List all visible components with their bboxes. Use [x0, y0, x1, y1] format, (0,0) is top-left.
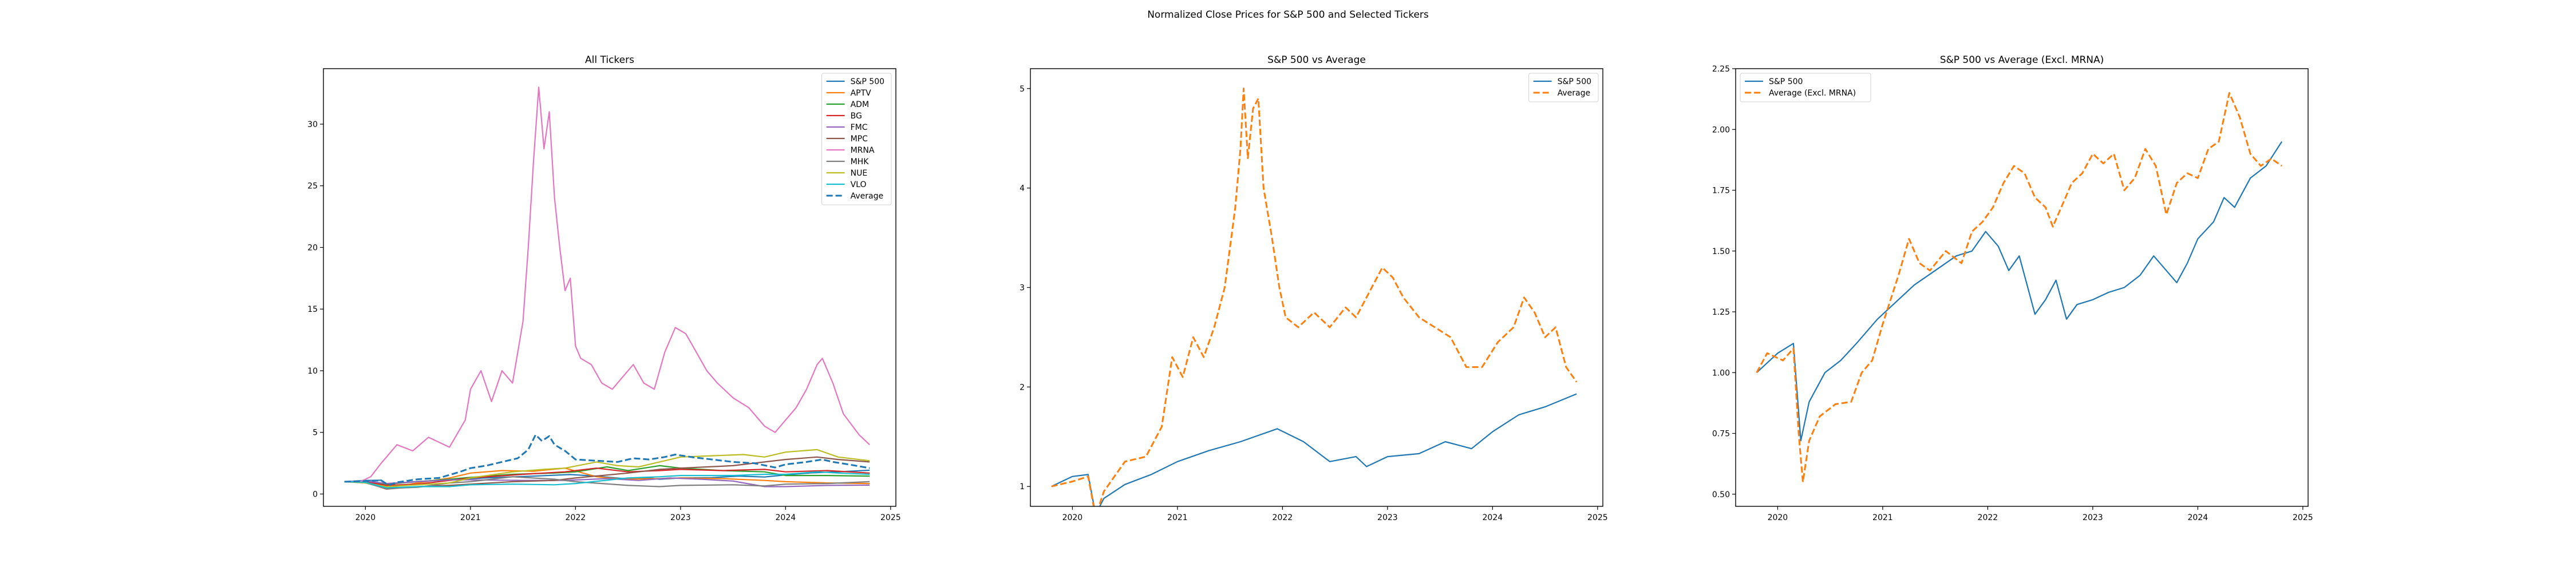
y-tick-label: 30	[307, 120, 318, 129]
y-tick-label: 4	[1020, 184, 1025, 193]
x-tick-label: 2024	[776, 513, 796, 522]
legend-box	[1528, 73, 1599, 102]
series-line-average	[344, 434, 870, 486]
figure-suptitle: Normalized Close Prices for S&P 500 and …	[1147, 9, 1429, 21]
legend-label: VLO	[851, 180, 867, 189]
y-tick-label: 1.00	[1712, 368, 1730, 378]
y-tick-label: 1.25	[1712, 308, 1730, 317]
legend-label: ADM	[851, 100, 869, 109]
x-tick-label: 2025	[2293, 513, 2313, 522]
x-tick-label: 2024	[1483, 513, 1503, 522]
x-tick-label: 2022	[1978, 513, 1998, 522]
series-line-average-excl-mrna-	[1756, 92, 2282, 483]
axes-frame	[323, 68, 896, 507]
legend-label: Average	[851, 192, 884, 201]
y-tick-label: 25	[307, 182, 318, 191]
legend: S&P 500 APTV ADM BG FMC MPC MRNA MHK NUE VLO Avera…	[821, 73, 892, 205]
y-tick-label: 0.75	[1712, 430, 1730, 439]
chart-series-group	[344, 86, 870, 490]
y-tick-label: 10	[307, 367, 318, 376]
y-tick-label: 1	[1020, 482, 1025, 491]
series-line-mrna	[344, 86, 870, 482]
chart-series-group	[1756, 92, 2283, 483]
legend-label: APTV	[851, 89, 872, 98]
legend-label: MHK	[851, 157, 870, 166]
legend-label: S&P 500	[851, 77, 884, 86]
series-line-average	[1051, 88, 1578, 506]
legend: S&P 500 Average	[1528, 73, 1599, 102]
legend-box	[821, 73, 892, 205]
series-line-nue	[344, 449, 870, 487]
x-tick-label: 2023	[1377, 513, 1398, 522]
y-tick-label: 2	[1020, 383, 1025, 392]
y-tick-label: 1.50	[1712, 247, 1730, 256]
y-tick-label: 20	[307, 243, 318, 252]
legend-label: NUE	[851, 169, 868, 178]
x-tick-label: 2023	[670, 513, 691, 522]
legend-label: MPC	[851, 134, 868, 144]
x-tick-label: 2025	[1587, 513, 1608, 522]
legend-box	[1740, 73, 1871, 102]
y-tick-label: 1.75	[1712, 187, 1730, 196]
legend-label: MRNA	[851, 146, 875, 155]
x-tick-label: 2025	[880, 513, 901, 522]
x-tick-label: 2020	[1062, 513, 1083, 522]
y-tick-label: 0.50	[1712, 490, 1730, 499]
series-line-s-p-500	[1051, 393, 1577, 506]
axes-frame	[1030, 68, 1603, 507]
legend-label: S&P 500	[1769, 77, 1803, 86]
y-tick-label: 15	[307, 305, 318, 314]
chart-title: All Tickers	[585, 54, 634, 66]
x-tick-label: 2022	[566, 513, 586, 522]
legend-label: S&P 500	[1558, 77, 1591, 86]
legend-label: Average (Excl. MRNA)	[1769, 89, 1856, 98]
chart-title: S&P 500 vs Average	[1267, 54, 1366, 66]
series-line-vlo	[344, 471, 870, 489]
series-line-fmc	[344, 477, 870, 487]
legend-label: BG	[851, 112, 862, 121]
x-tick-label: 2021	[460, 513, 481, 522]
chart-panel-3: S&P 500 vs Average (Excl. MRNA) 2020 2021 2…	[1712, 54, 2313, 522]
chart-series-group	[1051, 88, 1578, 506]
chart-panel-2: S&P 500 vs Average 2020 2021 2022 2023 2024 20…	[1020, 54, 1608, 522]
y-tick-label: 5	[1020, 85, 1025, 94]
legend-label: Average	[1558, 89, 1591, 98]
legend-label: FMC	[851, 123, 868, 132]
series-line-bg	[344, 467, 870, 486]
chart-title: S&P 500 vs Average (Excl. MRNA)	[1940, 54, 2104, 66]
x-tick-label: 2020	[1768, 513, 1788, 522]
y-tick-label: 0	[313, 490, 318, 499]
axes-frame	[1735, 68, 2309, 507]
x-tick-label: 2024	[2188, 513, 2208, 522]
y-tick-label: 5	[313, 429, 318, 438]
y-tick-label: 3	[1020, 284, 1025, 293]
x-tick-label: 2022	[1273, 513, 1293, 522]
x-tick-label: 2021	[1167, 513, 1188, 522]
y-tick-label: 2.00	[1712, 125, 1730, 134]
y-tick-label: 2.25	[1712, 65, 1730, 74]
x-tick-label: 2021	[1872, 513, 1893, 522]
x-tick-label: 2020	[355, 513, 376, 522]
legend: S&P 500 Average (Excl. MRNA)	[1740, 73, 1871, 102]
series-line-s-p-500	[1756, 141, 2283, 442]
x-tick-label: 2023	[2083, 513, 2103, 522]
